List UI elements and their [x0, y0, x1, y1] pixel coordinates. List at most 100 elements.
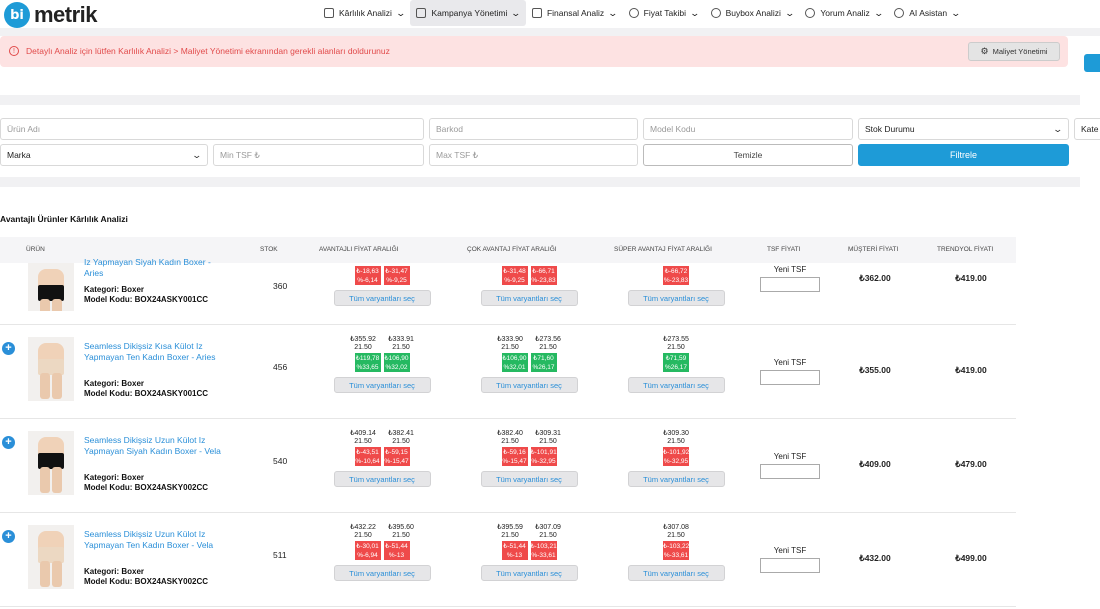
stock-status-select[interactable]: Stok Durumu ⌄	[858, 118, 1069, 140]
very-advantage-range-cell: ₺333.90 ₺273.56 21.50 21.50 ₺106,90 %32,01 ₺71…	[469, 336, 589, 393]
select-all-variants-button[interactable]: Tüm varyantları seç	[333, 290, 431, 306]
profit-amount: ₺-31,47	[385, 268, 408, 275]
commission-value: 21.50	[392, 344, 410, 351]
product-name-link[interactable]: Iz Yapmayan Siyah Kadın Boxer - Aries	[84, 257, 211, 278]
new-tsf-input[interactable]	[760, 370, 820, 385]
expand-row-button[interactable]: +	[2, 342, 15, 355]
comment-icon	[805, 8, 816, 18]
select-all-variants-button[interactable]: Tüm varyantları seç	[333, 377, 431, 393]
select-all-variants-button[interactable]: Tüm varyantları seç	[333, 471, 431, 487]
profit-percent: %-9,25	[386, 277, 407, 284]
product-model-code: Model Kodu: BOX24ASKY002CC	[84, 483, 209, 492]
tsf-cell: Yeni TSF	[755, 452, 825, 479]
chevron-down-icon: ⌄	[689, 7, 701, 18]
price-value: ₺382.40	[497, 430, 523, 437]
min-tsf-input[interactable]: Min TSF ₺	[213, 144, 424, 166]
select-all-variants-button[interactable]: Tüm varyantları seç	[480, 565, 578, 581]
select-all-variants-button[interactable]: Tüm varyantları seç	[627, 565, 725, 581]
select-all-variants-button[interactable]: Tüm varyantları seç	[627, 377, 725, 393]
stock-value: 511	[273, 550, 287, 560]
product-image[interactable]	[28, 431, 74, 495]
image-garment	[38, 285, 64, 301]
section-divider	[0, 177, 1080, 187]
profit-boxes: ₺-103,22 %-33,61	[616, 541, 736, 560]
nav-item-3[interactable]: Fiyat Takibi ⌄	[623, 0, 705, 26]
commission-value: 21.50	[501, 438, 519, 445]
commission-row: 21.50 21.50	[469, 532, 589, 540]
stock-status-label: Stok Durumu	[865, 124, 915, 134]
image-garment	[38, 453, 64, 469]
barcode-input[interactable]: Barkod	[429, 118, 638, 140]
trendyol-price: ₺419.00	[955, 273, 987, 283]
product-name-link[interactable]: Seamless Dikişsiz Uzun Külot Iz Yapmayan…	[84, 529, 214, 550]
select-all-variants-button[interactable]: Tüm varyantları seç	[627, 471, 725, 487]
brand-select[interactable]: Marka ⌄	[0, 144, 208, 166]
brand-logo[interactable]: bi metrik	[4, 2, 98, 28]
product-category: Kategori: Boxer	[84, 379, 145, 388]
select-all-variants-button[interactable]: Tüm varyantları seç	[480, 290, 578, 306]
profit-percent: %-15,47	[502, 458, 527, 465]
commission-row: 21.50 21.50	[322, 344, 442, 352]
profit-percent: %26,17	[664, 364, 688, 371]
new-tsf-input[interactable]	[760, 558, 820, 573]
select-all-variants-button[interactable]: Tüm varyantları seç	[480, 377, 578, 393]
chevron-down-icon: ⌄	[1052, 123, 1064, 134]
new-tsf-label: Yeni TSF	[773, 546, 807, 555]
profit-box: ₺-18,63 %-6,14	[354, 266, 381, 285]
profit-box: ₺-51,44 %-13	[383, 541, 410, 560]
commission-row: 21.50 21.50	[322, 438, 442, 446]
commission-row: 21.50 21.50	[322, 532, 442, 540]
model-code-input[interactable]: Model Kodu	[643, 118, 853, 140]
new-tsf-label: Yeni TSF	[773, 452, 807, 461]
very-advantage-range-cell: ₺382.40 ₺309.31 21.50 21.50 ₺-59,16 %-15,47 ₺-…	[469, 430, 589, 487]
select-all-variants-button[interactable]: Tüm varyantları seç	[333, 565, 431, 581]
table-row: + Seamless Dikişsiz Kısa Külot Iz Yapmaya…	[0, 325, 1016, 419]
profit-amount: ₺106,90	[384, 355, 409, 362]
tag-icon	[628, 8, 639, 18]
nav-item-2[interactable]: Finansal Analiz ⌄	[526, 0, 623, 26]
profit-amount: ₺-66,72	[664, 268, 688, 275]
new-tsf-input[interactable]	[760, 464, 820, 479]
price-value: ₺309.30	[663, 430, 689, 437]
product-image[interactable]	[28, 525, 74, 589]
nav-item-4[interactable]: Buybox Analizi ⌄	[705, 0, 800, 26]
nav-item-0[interactable]: Kârlılık Analizi ⌄	[318, 0, 410, 26]
profit-box: ₺-59,15 %-15,47	[383, 447, 410, 466]
customer-price: ₺432.00	[859, 553, 891, 563]
clear-button[interactable]: Temizle	[643, 144, 853, 166]
customer-price: ₺409.00	[859, 459, 891, 469]
nav-item-label: Finansal Analiz	[546, 8, 605, 18]
chevron-down-icon: ⌄	[784, 7, 795, 18]
product-name-input[interactable]: Ürün Adı	[0, 118, 424, 140]
product-image[interactable]	[28, 263, 74, 311]
profit-amount: ₺-101,91	[530, 449, 557, 456]
profit-box: ₺-103,21 %-33,61	[530, 541, 557, 560]
new-tsf-input[interactable]	[760, 277, 820, 292]
cost-management-button[interactable]: ⚙ Maliyet Yönetimi	[968, 42, 1060, 61]
clear-label: Temizle	[733, 150, 763, 160]
profit-boxes: ₺-59,16 %-15,47 ₺-101,91 %-32,95	[469, 447, 589, 466]
nav-item-5[interactable]: Yorum Analiz ⌄	[799, 0, 888, 26]
max-tsf-input[interactable]: Max TSF ₺	[429, 144, 638, 166]
image-leg	[40, 299, 50, 311]
product-image[interactable]	[28, 337, 74, 401]
profit-boxes: ₺-18,63 %-6,14 ₺-31,47 %-9,25	[322, 266, 442, 285]
filter-button[interactable]: Filtrele	[858, 144, 1069, 166]
select-all-variants-button[interactable]: Tüm varyantları seç	[627, 290, 725, 306]
expand-row-button[interactable]: +	[2, 436, 15, 449]
side-action-button[interactable]	[1084, 54, 1100, 72]
category-select[interactable]: Kate	[1074, 118, 1100, 140]
price-row: ₺309.30	[616, 430, 736, 438]
profit-amount: ₺-30,01	[356, 543, 379, 550]
profit-box: ₺71,59 %26,17	[663, 353, 689, 372]
product-name-link[interactable]: Seamless Dikişsiz Kısa Külot Iz Yapmayan…	[84, 341, 216, 362]
nav-item-6[interactable]: AI Asistan ⌄	[888, 0, 965, 26]
product-name-link[interactable]: Seamless Dikişsiz Uzun Külot Iz Yapmayan…	[84, 435, 221, 456]
profit-percent: %32,01	[503, 364, 526, 371]
expand-row-button[interactable]: +	[2, 530, 15, 543]
nav-item-1[interactable]: Kampanya Yönetimi ⌄	[410, 0, 526, 26]
profit-boxes: ₺-31,48 %-9,25 ₺-66,71 %-23,83	[469, 266, 589, 285]
select-all-variants-button[interactable]: Tüm varyantları seç	[480, 471, 578, 487]
chevron-down-icon: ⌄	[607, 7, 619, 18]
profit-box: ₺106,90 %32,02	[383, 353, 410, 372]
